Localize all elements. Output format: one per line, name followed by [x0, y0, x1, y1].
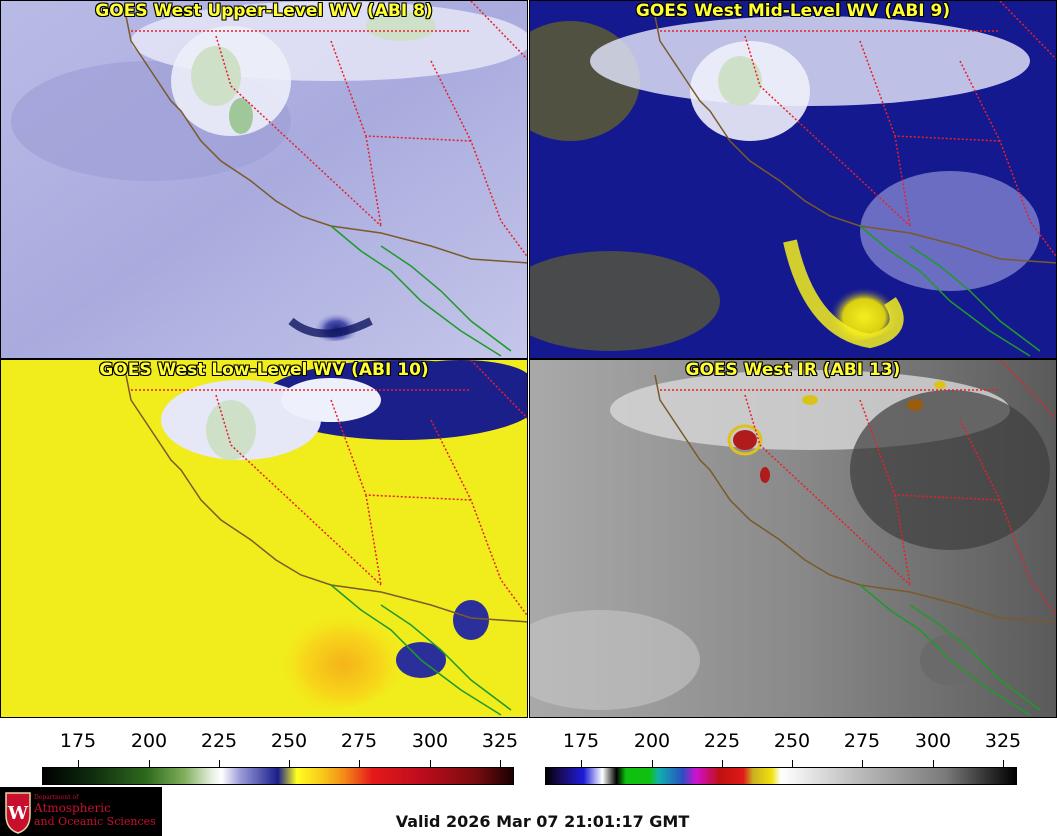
aos-logo: W Department of Atmospheric and Oceanic …: [0, 787, 162, 836]
scale-tick: [722, 760, 723, 767]
scale-tick-label: 175: [562, 730, 600, 752]
panel-upper-level-wv: GOES West Upper-Level WV (ABI 8): [0, 0, 528, 359]
logo-line-oceanic: and Oceanic Sciences: [34, 815, 156, 828]
map-overlay-upper: [125, 1, 527, 357]
satellite-image-ir: [530, 360, 1056, 717]
scale-tick-label: 225: [200, 730, 238, 752]
seal-letter: W: [7, 803, 29, 824]
scale-tick: [652, 760, 653, 767]
scale-tick-label: 300: [411, 730, 449, 752]
scale-tick-label: 200: [633, 730, 671, 752]
panel-ir: GOES West IR (ABI 13): [529, 359, 1057, 718]
scale-tick: [359, 760, 360, 767]
satellite-image-mid-wv: [530, 1, 1056, 358]
scale-tick-label: 250: [270, 730, 308, 752]
scale-tick: [862, 760, 863, 767]
scale-tick: [792, 760, 793, 767]
ir-color-scale: 175 200 225 250 275 300 325: [545, 730, 1021, 790]
scale-tick-label: 300: [914, 730, 952, 752]
panel-mid-level-wv: GOES West Mid-Level WV (ABI 9): [529, 0, 1057, 359]
scale-tick: [500, 760, 501, 767]
scale-tick-label: 275: [843, 730, 881, 752]
logo-line-atmospheric: Atmospheric: [34, 801, 111, 815]
scale-tick: [933, 760, 934, 767]
scale-tick: [219, 760, 220, 767]
scale-tick: [581, 760, 582, 767]
scale-tick-label: 175: [59, 730, 97, 752]
scale-tick-label: 200: [130, 730, 168, 752]
panel-title: GOES West IR (ABI 13): [685, 360, 901, 380]
map-overlay-low: [125, 360, 527, 716]
wv-color-scale: 175 200 225 250 275 300 325: [42, 730, 518, 790]
ir-colorbar: [545, 767, 1017, 785]
scale-tick-label: 325: [984, 730, 1022, 752]
satellite-image-low-wv: [1, 360, 527, 717]
scale-tick-label: 275: [340, 730, 378, 752]
scale-tick: [1003, 760, 1004, 767]
panel-title: GOES West Low-Level WV (ABI 10): [99, 360, 429, 380]
wv-colorbar: [42, 767, 514, 785]
panel-low-level-wv: GOES West Low-Level WV (ABI 10): [0, 359, 528, 718]
scale-tick: [289, 760, 290, 767]
logo-line-department: Department of: [34, 794, 79, 801]
scale-tick: [430, 760, 431, 767]
satellite-image-upper-wv: [1, 1, 527, 358]
panel-title: GOES West Upper-Level WV (ABI 8): [95, 1, 433, 21]
valid-time-label: Valid 2026 Mar 07 21:01:17 GMT: [395, 812, 690, 831]
map-overlay-ir: [654, 360, 1056, 716]
uw-seal-icon: W: [5, 792, 31, 834]
scale-tick: [149, 760, 150, 767]
scale-tick-label: 225: [703, 730, 741, 752]
scale-tick-label: 325: [481, 730, 519, 752]
panel-title: GOES West Mid-Level WV (ABI 9): [635, 1, 951, 21]
map-overlay-mid: [654, 1, 1056, 357]
scale-tick-label: 250: [773, 730, 811, 752]
scale-tick: [78, 760, 79, 767]
